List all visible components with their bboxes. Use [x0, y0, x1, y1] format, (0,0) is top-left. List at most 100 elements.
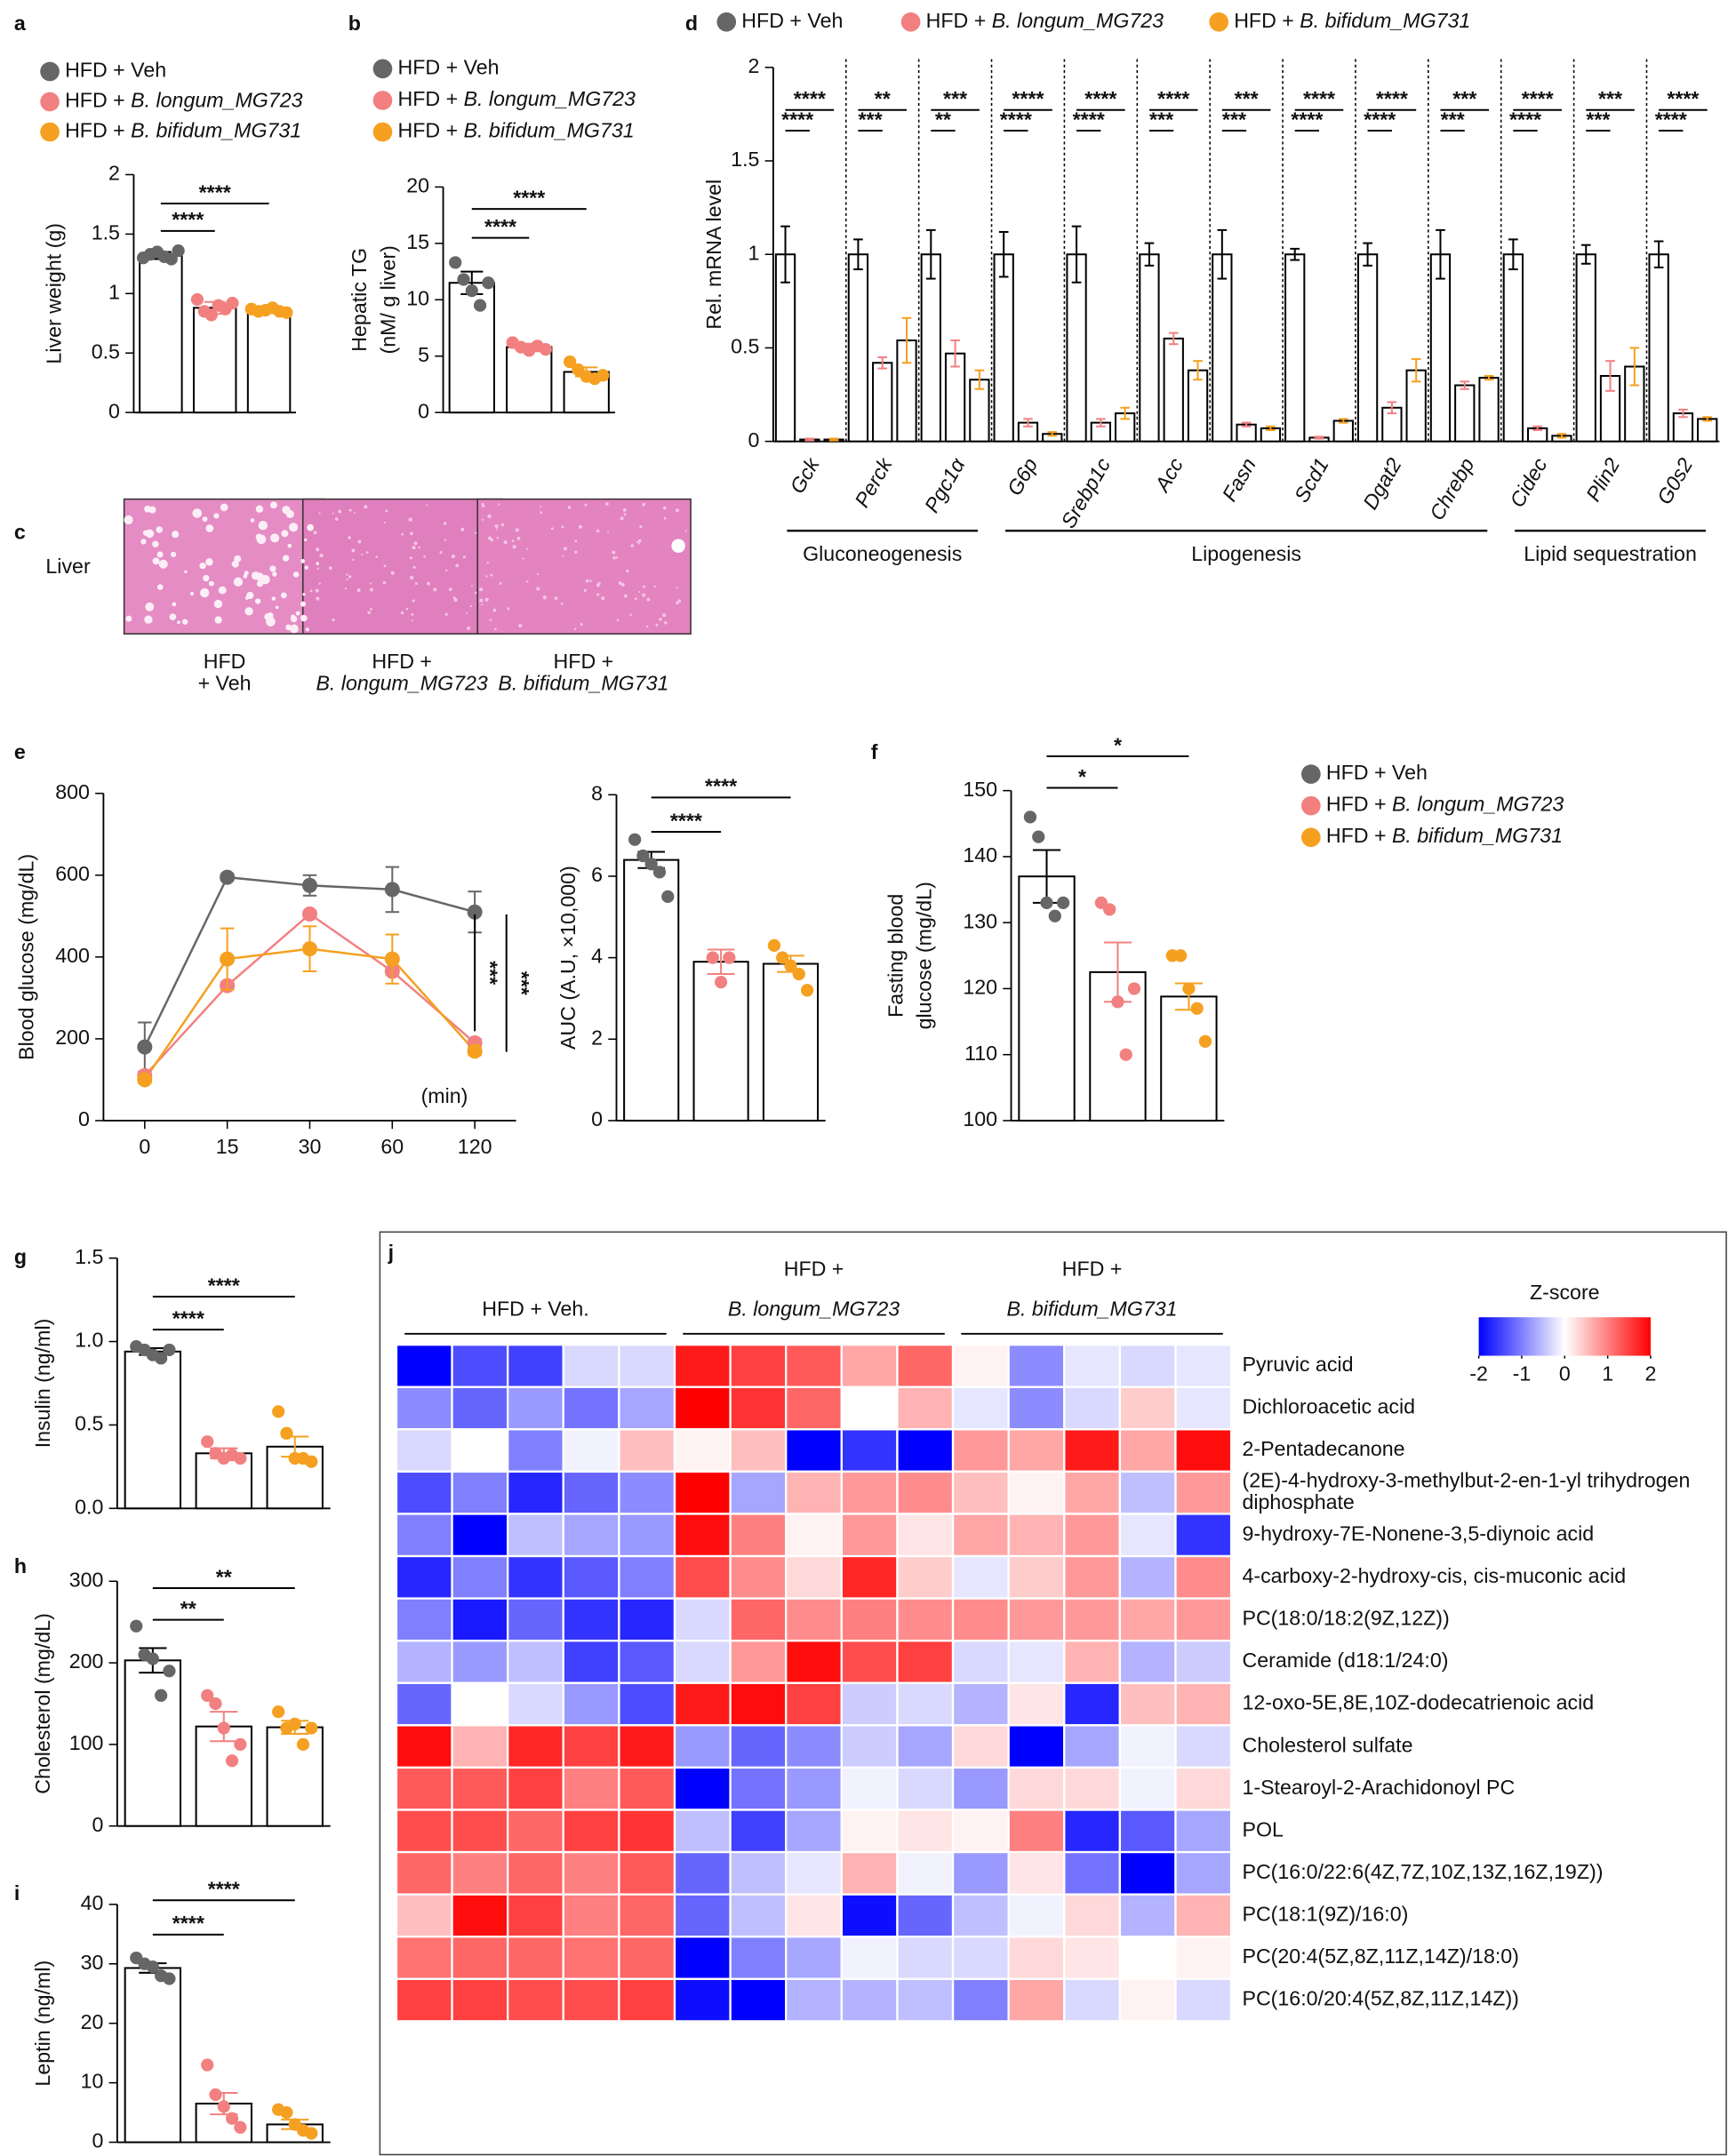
- heatmap-cell: [618, 1385, 676, 1431]
- row-label: Dichloroacetic acid: [1242, 1395, 1415, 1418]
- heatmap-cell: [785, 1513, 843, 1558]
- panel-letter: j: [388, 1241, 394, 1264]
- texture-dot: [515, 528, 519, 532]
- heatmap-cell: [1063, 1850, 1122, 1896]
- heatmap-cell: [951, 1936, 1010, 1980]
- significance-label: ***: [1441, 108, 1465, 131]
- texture-dot: [607, 531, 610, 534]
- bar: [124, 1659, 182, 1827]
- texture-dot: [574, 550, 578, 554]
- texture-dot: [205, 524, 214, 532]
- group-label: HFD +: [1062, 1258, 1123, 1281]
- heatmap-cell: [395, 1343, 453, 1388]
- heatmap-cell: [395, 1385, 453, 1431]
- texture-dot: [630, 544, 634, 547]
- data-point: [272, 1705, 285, 1719]
- heatmap-cell: [840, 1977, 899, 2023]
- data-point: [636, 849, 650, 863]
- bar: [993, 253, 1014, 443]
- texture-dot: [612, 555, 616, 560]
- texture-dot: [413, 541, 418, 546]
- data-point: [234, 1451, 247, 1465]
- texture-dot: [255, 598, 261, 604]
- bar: [1160, 995, 1218, 1122]
- texture-dot: [287, 543, 292, 548]
- texture-dot: [332, 618, 335, 622]
- significance-label: ****: [1291, 108, 1323, 131]
- texture-dot: [328, 566, 332, 571]
- texture-dot: [200, 587, 210, 598]
- heatmap-cell: [896, 1936, 955, 1980]
- heatmap-cell: [785, 1640, 843, 1684]
- texture-dot: [316, 547, 320, 552]
- texture-dot: [567, 506, 572, 509]
- heatmap-cell: [451, 1724, 509, 1769]
- texture-dot: [525, 547, 529, 550]
- texture-dot: [289, 624, 299, 634]
- heatmap-cell: [729, 1766, 788, 1811]
- row-label: 12-oxo-5E,8E,10Z-dodecatrienoic acid: [1242, 1691, 1594, 1714]
- texture-dot: [596, 529, 600, 533]
- heatmap-cell: [840, 1893, 899, 1938]
- row-label: 4-carboxy-2-hydroxy-cis, cis-muconic aci…: [1242, 1564, 1626, 1587]
- y-axis-label: Cholesterol (mg/dL): [31, 1613, 54, 1794]
- significance-label: ****: [199, 180, 231, 204]
- heatmap-cell: [507, 1850, 564, 1896]
- texture-dot: [639, 525, 643, 529]
- texture-dot: [256, 534, 267, 545]
- heatmap-cell: [1063, 1809, 1122, 1854]
- texture-dot: [145, 529, 155, 539]
- texture-dot: [409, 556, 412, 560]
- heatmap-cell: [507, 1640, 564, 1684]
- texture-dot: [583, 588, 587, 592]
- bar: [1332, 419, 1354, 443]
- texture-dot: [561, 525, 564, 529]
- texture-dot: [574, 539, 578, 543]
- texture-dot: [414, 582, 418, 586]
- texture-dot: [370, 587, 374, 592]
- texture-dot: [452, 596, 456, 600]
- texture-dot: [410, 531, 413, 536]
- row-label: Ceramide (d18:1/24:0): [1242, 1649, 1448, 1672]
- heatmap-cell: [1118, 1640, 1177, 1684]
- data-point: [137, 1039, 153, 1055]
- y-tick-label: 100: [963, 1107, 997, 1130]
- significance-label: ****: [1522, 87, 1554, 110]
- heatmap-cell: [451, 1640, 509, 1684]
- x-tick-label: Gck: [786, 453, 825, 498]
- heatmap-cell: [395, 1724, 453, 1769]
- row-label: 9-hydroxy-7E-Nonene-3,5-diynoic acid: [1242, 1521, 1594, 1545]
- heatmap-cell: [395, 1893, 453, 1938]
- texture-dot: [412, 619, 413, 622]
- texture-dot: [550, 527, 554, 531]
- heatmap-cell: [785, 1385, 843, 1431]
- y-tick-label: 300: [69, 1568, 104, 1591]
- texture-dot: [158, 559, 168, 569]
- bar: [1454, 384, 1476, 443]
- data-point: [296, 1737, 310, 1751]
- heatmap-cell: [395, 1640, 453, 1684]
- row-label: Cholesterol sulfate: [1242, 1733, 1412, 1756]
- data-point: [457, 273, 470, 286]
- heatmap-cell: [896, 1766, 955, 1811]
- heatmap-cell: [507, 1936, 564, 1980]
- bar: [1429, 253, 1452, 443]
- heatmap-cell: [1174, 1766, 1233, 1811]
- significance-label: ****: [208, 1274, 240, 1297]
- data-point: [201, 1689, 214, 1702]
- heatmap-cell: [896, 1640, 955, 1684]
- heatmap-cell: [729, 1597, 788, 1642]
- texture-dot: [332, 512, 334, 515]
- bar: [872, 362, 893, 443]
- heatmap-cell: [1118, 1428, 1177, 1473]
- heatmap-cell: [785, 1470, 843, 1515]
- significance-label: ***: [859, 108, 883, 131]
- texture-dot: [304, 538, 308, 541]
- heatmap-cell: [395, 1809, 453, 1854]
- bar: [1212, 253, 1233, 443]
- group-label: HFD + Veh.: [482, 1298, 589, 1321]
- heatmap-cell: [1174, 1554, 1233, 1600]
- significance-label: ***: [1222, 108, 1246, 131]
- data-point: [220, 869, 236, 885]
- texture-dot: [616, 619, 620, 622]
